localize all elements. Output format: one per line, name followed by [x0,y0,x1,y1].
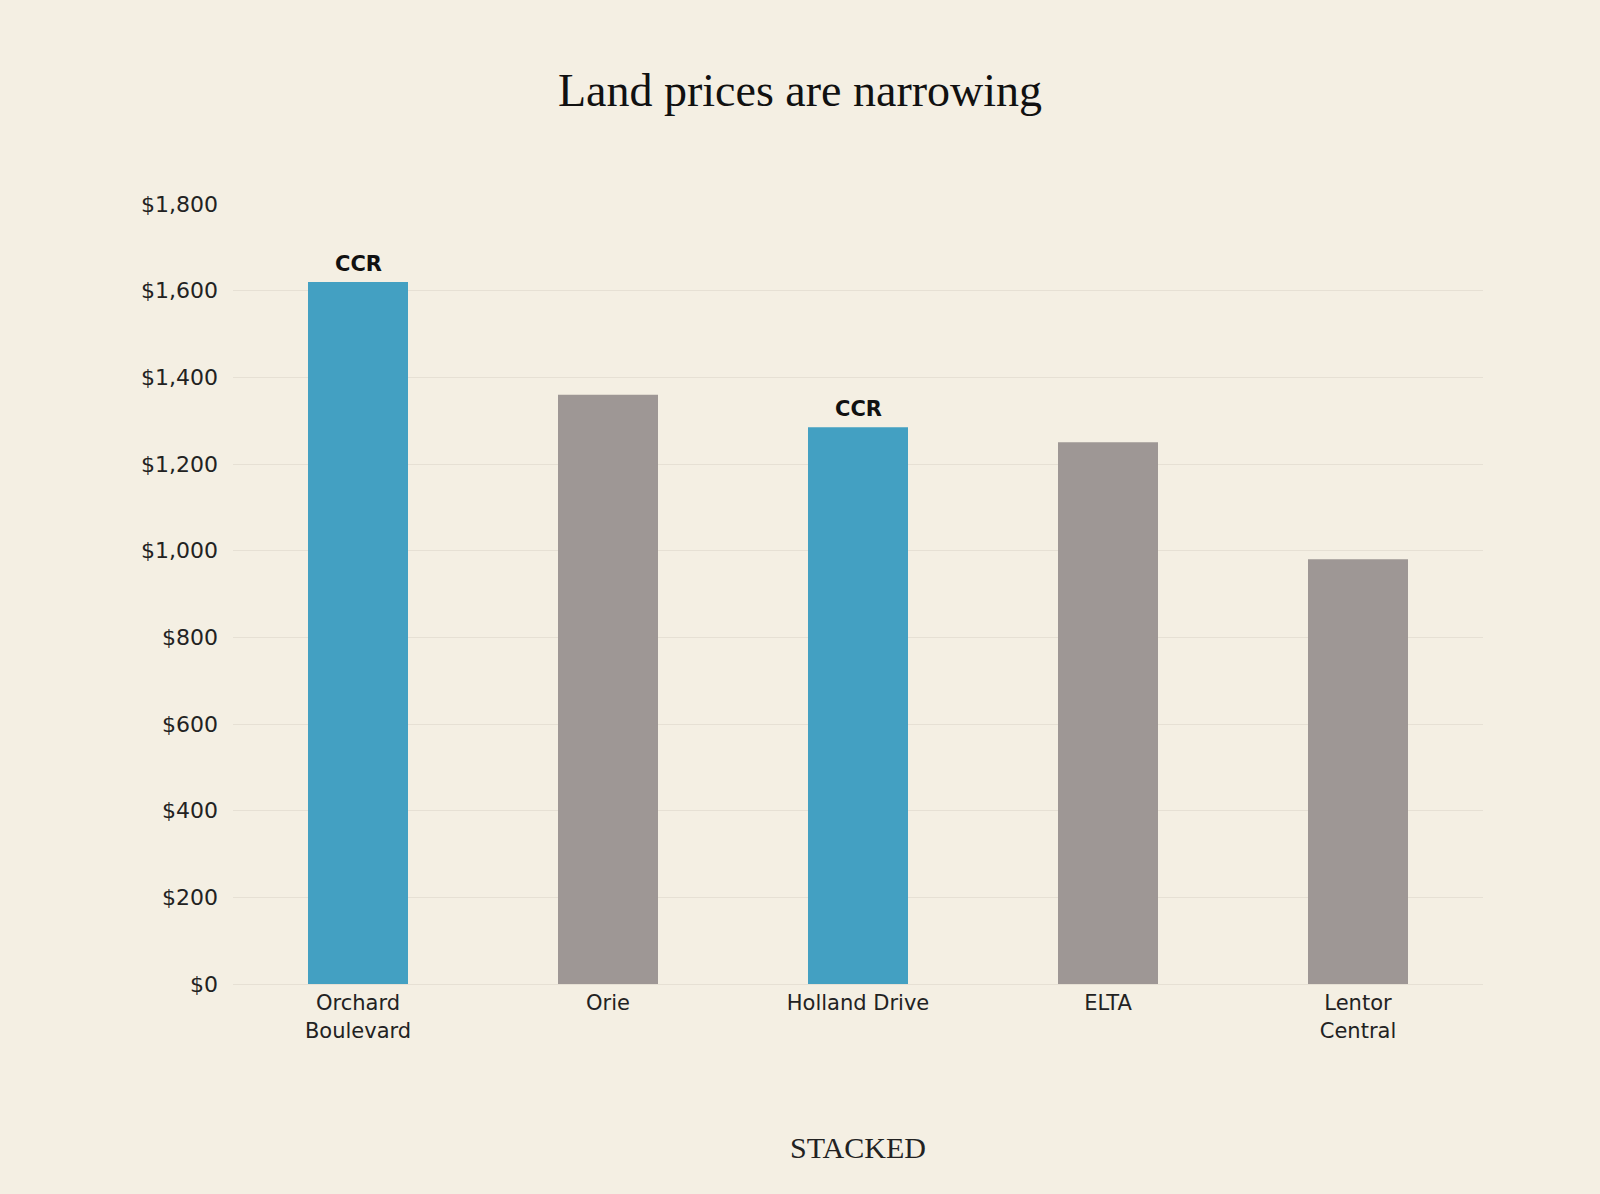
svg-text:CCR: CCR [835,397,882,421]
svg-text:LentorCentral: LentorCentral [1320,991,1396,1042]
svg-text:$1,000: $1,000 [141,538,218,563]
svg-text:$1,200: $1,200 [141,452,218,477]
svg-text:$400: $400 [162,798,218,823]
svg-text:$200: $200 [162,885,218,910]
svg-text:$0: $0 [190,972,218,997]
svg-text:$1,800: $1,800 [141,192,218,217]
svg-text:Orie: Orie [586,991,630,1015]
svg-text:STACKED: STACKED [790,1131,926,1164]
svg-text:Land prices are narrowing: Land prices are narrowing [558,65,1042,116]
svg-text:$800: $800 [162,625,218,650]
svg-text:Holland Drive: Holland Drive [787,991,929,1015]
svg-text:$1,400: $1,400 [141,365,218,390]
svg-text:$1,600: $1,600 [141,278,218,303]
svg-text:CCR: CCR [335,252,382,276]
svg-text:OrchardBoulevard: OrchardBoulevard [305,991,411,1042]
svg-text:ELTA: ELTA [1084,991,1132,1015]
svg-text:$600: $600 [162,712,218,737]
